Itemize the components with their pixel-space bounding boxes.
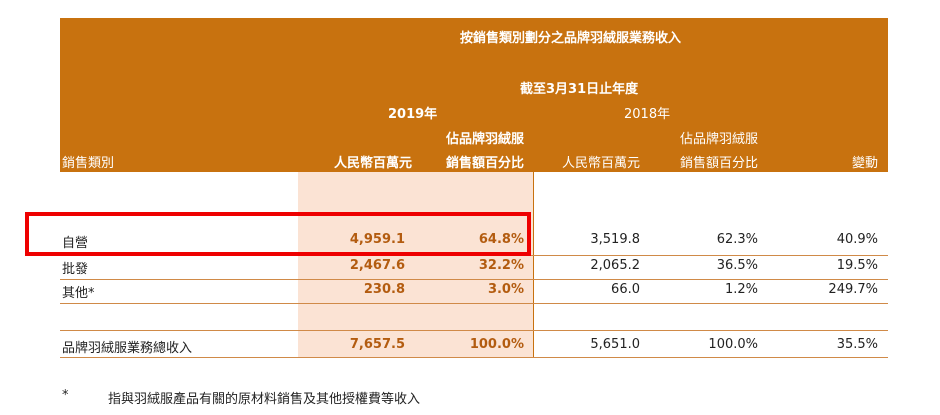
year-2018-label: 2018年 <box>624 107 671 122</box>
col-header-rmb-2019: 人民幣百萬元 <box>333 156 412 171</box>
row-pct-2018: 1.2% <box>724 282 758 297</box>
row-pct-2019: 32.2% <box>478 258 524 273</box>
col-header-change: 變動 <box>851 156 878 171</box>
total-category: 品牌羽絨服業務總收入 <box>62 341 193 356</box>
row-rmb-2019: 2,467.6 <box>349 258 405 273</box>
row-category: 批發 <box>62 262 89 277</box>
row-divider <box>60 303 888 304</box>
row-change: 40.9% <box>836 232 878 247</box>
row-change: 19.5% <box>836 258 878 273</box>
row-pct-2019: 3.0% <box>487 282 524 297</box>
row-rmb-2019: 4,959.1 <box>349 232 405 247</box>
total-bottom-line <box>60 357 888 358</box>
row-rmb-2018: 2,065.2 <box>590 258 640 273</box>
total-rmb-2018: 5,651.0 <box>590 337 640 352</box>
row-pct-2018: 62.3% <box>716 232 758 247</box>
row-change: 249.7% <box>828 282 878 297</box>
total-pct-2019: 100.0% <box>469 337 524 352</box>
row-category: 其他* <box>62 286 95 301</box>
period-label: 截至3月31日止年度 <box>520 82 639 97</box>
row-rmb-2019: 230.8 <box>363 282 405 297</box>
col-header-category: 銷售類別 <box>62 156 115 171</box>
col-header-pct-2018-line1: 佔品牌羽絨服 <box>679 132 758 147</box>
highlight-column-2019 <box>298 172 534 358</box>
row-rmb-2018: 3,519.8 <box>590 232 640 247</box>
highlight-box <box>25 212 531 256</box>
col-header-rmb-2018: 人民幣百萬元 <box>561 156 640 171</box>
col-header-pct-2018-line2: 銷售額百分比 <box>679 156 758 171</box>
year-2019-label: 2019年 <box>388 107 438 122</box>
col-header-pct-2019-line1: 佔品牌羽絨服 <box>445 132 524 147</box>
footnote-marker: * <box>62 388 69 403</box>
col-header-pct-2019-line2: 銷售額百分比 <box>445 156 524 171</box>
total-divider <box>60 330 888 331</box>
column-divider <box>533 172 534 358</box>
table-header-band <box>60 18 888 172</box>
total-change: 35.5% <box>836 337 878 352</box>
row-rmb-2018: 66.0 <box>611 282 640 297</box>
row-category: 自營 <box>62 236 89 251</box>
total-pct-2018: 100.0% <box>708 337 758 352</box>
table-title: 按銷售類別劃分之品牌羽絨服業務收入 <box>460 31 682 46</box>
total-rmb-2019: 7,657.5 <box>349 337 405 352</box>
footnote-text: 指與羽絨服產品有關的原材料銷售及其他授權費等收入 <box>108 392 421 407</box>
row-pct-2018: 36.5% <box>716 258 758 273</box>
row-divider <box>60 279 888 280</box>
row-pct-2019: 64.8% <box>478 232 524 247</box>
